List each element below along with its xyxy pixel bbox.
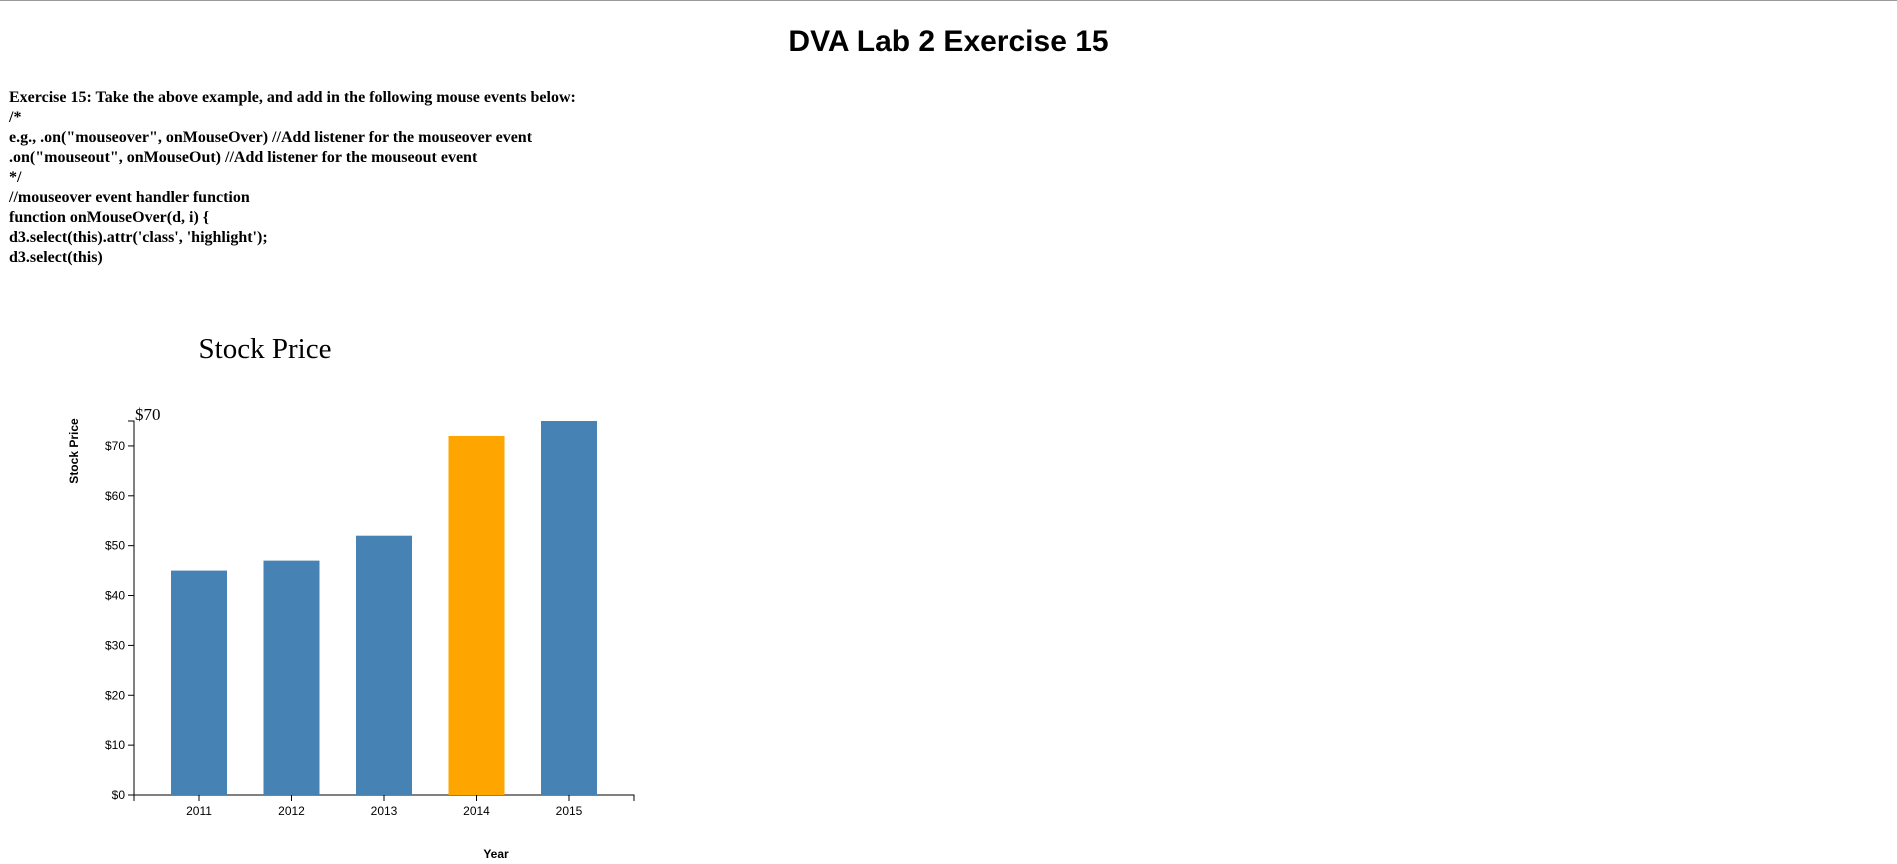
y-tick-label: $50 bbox=[105, 539, 125, 553]
bar-2013[interactable] bbox=[356, 535, 412, 795]
y-tick-label: $30 bbox=[105, 638, 125, 652]
chart-title: Stock Price bbox=[199, 333, 332, 365]
exercise-instructions: Exercise 15: Take the above example, and… bbox=[9, 88, 576, 268]
bar-2012[interactable] bbox=[263, 560, 320, 795]
instruction-line: */ bbox=[9, 169, 22, 186]
bar-hover-label: $70 bbox=[135, 405, 161, 424]
y-tick-label: $20 bbox=[105, 688, 125, 702]
instruction-line: function onMouseOver(d, i) { bbox=[9, 209, 210, 226]
y-tick-label: $0 bbox=[112, 788, 126, 802]
x-tick-label: 2011 bbox=[186, 804, 212, 818]
instruction-line: .on("mouseout", onMouseOut) //Add listen… bbox=[9, 149, 478, 166]
y-axis-title: Stock Price bbox=[67, 418, 81, 484]
instruction-line: d3.select(this).attr('class', 'highlight… bbox=[9, 229, 268, 246]
instruction-line: e.g., .on("mouseover", onMouseOver) //Ad… bbox=[9, 129, 533, 146]
y-tick-label: $10 bbox=[105, 738, 125, 752]
bar-2011[interactable] bbox=[171, 570, 227, 795]
stock-price-bar-chart: Stock Price $70 $0$10$20$30$40$50$60$70 … bbox=[67, 333, 635, 861]
x-axis-title: Year bbox=[483, 847, 509, 861]
x-tick-label: 2012 bbox=[278, 804, 305, 818]
page-title: DVA Lab 2 Exercise 15 bbox=[788, 25, 1109, 58]
x-tick-label: 2014 bbox=[463, 804, 490, 818]
bar-2014[interactable] bbox=[448, 435, 505, 795]
y-tick-label: $40 bbox=[105, 589, 125, 603]
x-tick-label: 2015 bbox=[556, 804, 583, 818]
x-axis: 2011 2012 2013 2014 2015 bbox=[133, 794, 635, 818]
y-tick-label: $60 bbox=[105, 489, 125, 503]
instruction-line: //mouseover event handler function bbox=[9, 189, 250, 206]
instruction-line: /* bbox=[9, 109, 22, 126]
y-axis-line bbox=[128, 420, 135, 796]
x-tick-label: 2013 bbox=[371, 804, 398, 818]
instruction-line: d3.select(this) bbox=[9, 249, 103, 266]
y-tick-label: $70 bbox=[105, 439, 125, 453]
y-axis: $0 $10 $20 $30 $40 $50 $60 $70 bbox=[105, 420, 135, 802]
instruction-line: Exercise 15: Take the above example, and… bbox=[9, 89, 576, 106]
bar-2015[interactable] bbox=[541, 421, 597, 795]
bars-group bbox=[171, 421, 597, 795]
